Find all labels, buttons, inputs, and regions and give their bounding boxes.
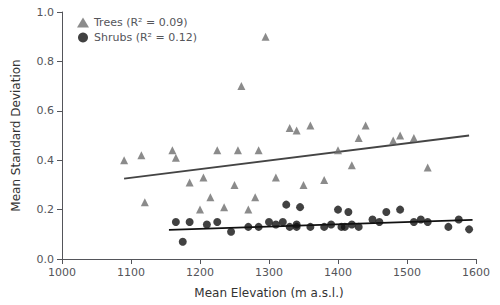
svg-text:1400: 1400 (324, 266, 352, 279)
svg-text:0.2: 0.2 (37, 203, 55, 216)
svg-text:0.8: 0.8 (37, 55, 55, 68)
svg-text:1200: 1200 (186, 266, 214, 279)
svg-text:Trees (R² = 0.09): Trees (R² = 0.09) (93, 16, 187, 29)
svg-text:1000: 1000 (48, 266, 76, 279)
svg-text:1.0: 1.0 (37, 6, 55, 19)
svg-text:0.6: 0.6 (37, 104, 55, 117)
svg-text:1300: 1300 (255, 266, 283, 279)
svg-text:Mean Standard Deviation: Mean Standard Deviation (9, 59, 23, 211)
svg-text:0.4: 0.4 (37, 154, 55, 167)
svg-text:Shrubs (R² = 0.12): Shrubs (R² = 0.12) (94, 31, 197, 44)
svg-text:0.0: 0.0 (37, 253, 55, 266)
svg-text:Mean Elevation (m a.s.l.): Mean Elevation (m a.s.l.) (194, 286, 343, 300)
svg-text:1100: 1100 (117, 266, 145, 279)
svg-text:1500: 1500 (393, 266, 421, 279)
svg-text:1600: 1600 (462, 266, 490, 279)
